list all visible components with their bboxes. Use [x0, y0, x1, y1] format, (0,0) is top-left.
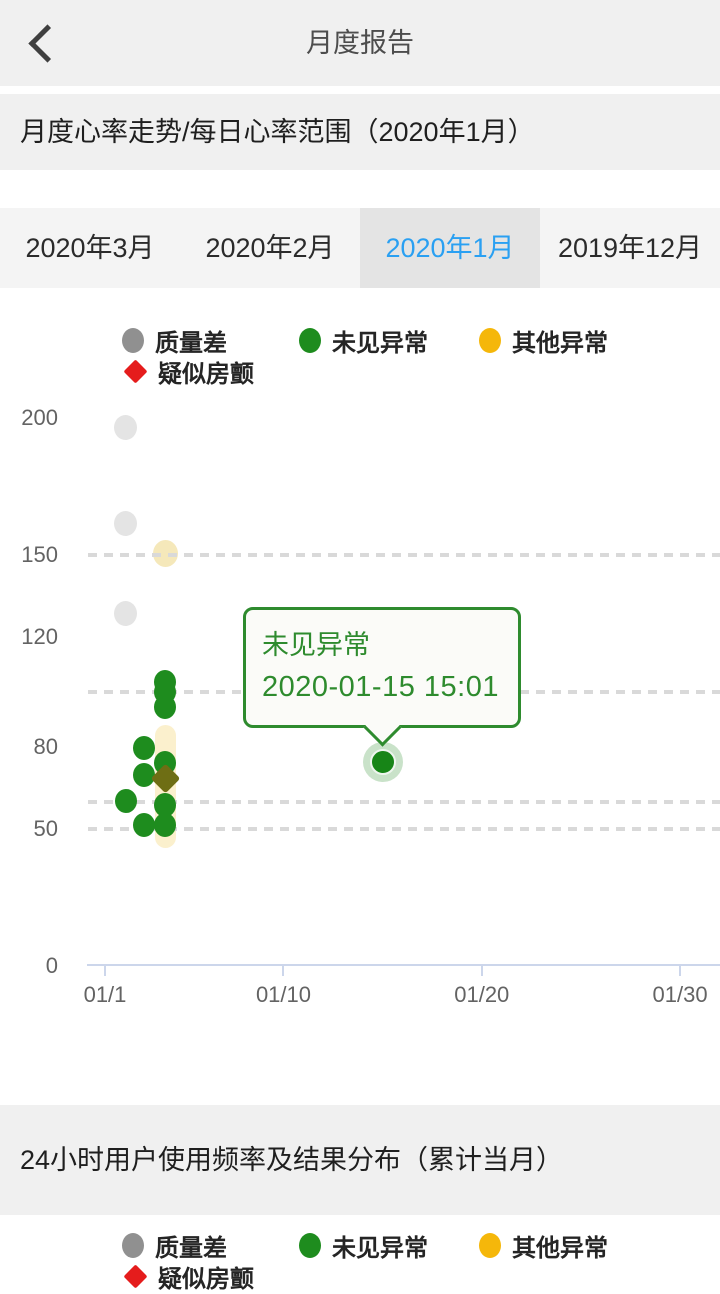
chart-legend-bottom: 质量差 未见异常 其他异常疑似房颤: [0, 1231, 720, 1293]
x-axis-tick: [480, 965, 483, 976]
legend-item: 质量差: [122, 1231, 227, 1262]
grid-line: [88, 799, 720, 804]
dot-marker-icon: [122, 327, 144, 353]
tooltip-status: 未见异常: [262, 630, 370, 660]
chart-point[interactable]: [133, 763, 156, 788]
chart-point[interactable]: [154, 694, 177, 719]
x-axis-label: 01/10: [255, 982, 311, 1007]
legend-item: 未见异常: [299, 1231, 428, 1262]
usage-section-header: 24小时用户使用频率及结果分布（累计当月）: [0, 1105, 720, 1215]
chart-point[interactable]: [133, 812, 156, 837]
selected-point-halo: [363, 742, 403, 782]
y-axis-label: 150: [21, 542, 58, 567]
chart-section-header: 月度心率走势/每日心率范围（2020年1月）: [0, 94, 720, 170]
tab-month[interactable]: 2019年12月: [557, 233, 703, 263]
legend-label: 其他异常: [512, 1234, 608, 1262]
x-axis-tick: [282, 965, 285, 976]
diamond-marker-icon: [123, 1263, 148, 1289]
x-axis-tick: [679, 965, 682, 976]
y-axis-label: 120: [21, 624, 58, 650]
x-axis-label: 01/30: [652, 982, 708, 1007]
tab-month[interactable]: 2020年3月: [25, 233, 155, 263]
tab-month[interactable]: 2020年2月: [205, 233, 335, 263]
chart-section-title: 月度心率走势/每日心率范围（2020年1月）: [20, 117, 535, 147]
dot-marker-icon: [299, 1232, 321, 1258]
tab-month[interactable]: 2020年1月: [360, 208, 540, 288]
legend-label: 未见异常: [332, 329, 428, 357]
usage-section-title: 24小时用户使用频率及结果分布（累计当月）: [20, 1145, 564, 1175]
page-title: 月度报告: [306, 28, 414, 58]
legend-item: 疑似房颤: [123, 357, 254, 388]
legend-label: 其他异常: [512, 329, 608, 357]
grid-line: [88, 827, 720, 831]
x-axis-tick: [104, 965, 106, 976]
legend-label: 质量差: [155, 1234, 227, 1262]
x-axis-label: 01/1: [83, 982, 127, 1007]
chart-point[interactable]: [114, 789, 137, 814]
chart-legend-top: 质量差 未见异常 其他异常疑似房颤: [0, 326, 720, 388]
y-axis-label: 50: [33, 816, 58, 841]
dot-marker-icon: [479, 327, 501, 353]
legend-item: 未见异常: [299, 326, 428, 357]
y-axis-label: 0: [45, 953, 58, 978]
selected-chart-point[interactable]: [370, 749, 396, 775]
dot-marker-icon: [479, 1232, 501, 1258]
app-header: 月度报告: [0, 0, 720, 86]
legend-label: 疑似房颤: [158, 1265, 254, 1293]
chart-point[interactable]: [133, 735, 156, 760]
x-axis-line: [87, 964, 720, 966]
dot-marker-icon: [122, 1232, 144, 1258]
legend-item: 其他异常: [479, 1231, 608, 1262]
chart-point[interactable]: [114, 510, 138, 536]
x-axis-label: 01/20: [454, 982, 510, 1007]
chart-point[interactable]: [154, 812, 177, 837]
legend-label: 未见异常: [332, 1234, 428, 1262]
legend-label: 疑似房颤: [158, 360, 254, 388]
legend-item: 疑似房颤: [123, 1262, 254, 1293]
grid-line: [88, 553, 720, 557]
chart-point[interactable]: [154, 793, 177, 818]
diamond-marker-icon: [123, 358, 148, 384]
legend-item: 其他异常: [479, 326, 608, 357]
legend-item: 质量差: [122, 326, 227, 357]
tooltip-datetime: 2020-01-15 15:01: [262, 671, 499, 703]
legend-label: 质量差: [155, 329, 227, 357]
y-axis-label: 200: [21, 405, 58, 430]
y-axis-label: 80: [33, 733, 58, 759]
month-tabs: 2020年3月 2020年2月 2020年1月 2019年12月: [0, 208, 720, 288]
chart-point[interactable]: [114, 601, 138, 627]
tooltip: 未见异常 2020-01-15 15:01: [243, 607, 521, 728]
dot-marker-icon: [299, 327, 321, 353]
chart-point[interactable]: [114, 414, 138, 440]
chart-point[interactable]: [152, 539, 178, 567]
